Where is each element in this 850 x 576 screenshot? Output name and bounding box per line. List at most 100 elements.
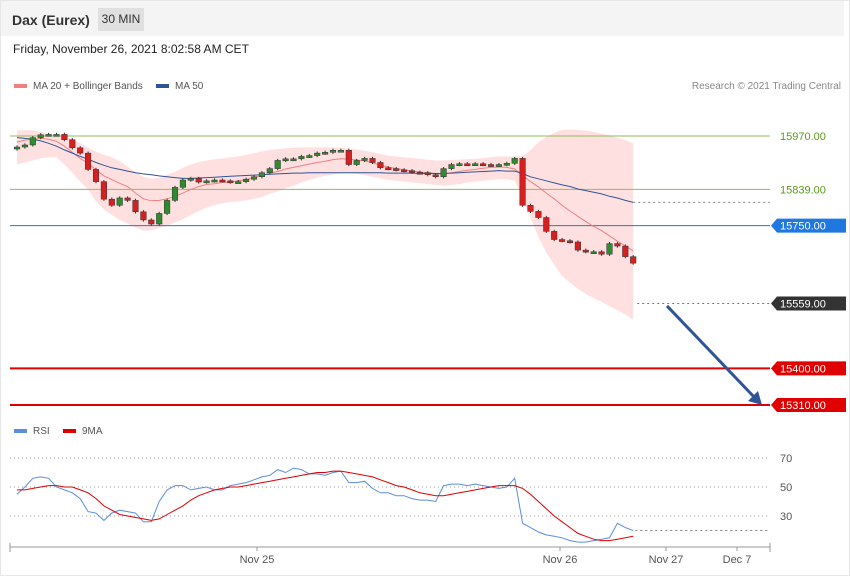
candle-body	[574, 241, 581, 251]
forecast-arrow-line	[665, 304, 758, 401]
rsi-legend-label: RSI	[33, 426, 50, 437]
candle-body	[314, 152, 321, 156]
candle-body	[156, 213, 163, 225]
candle-body	[559, 239, 566, 242]
candle-body	[622, 245, 629, 257]
interval-button[interactable]: 30 MIN	[98, 8, 144, 31]
candle-body	[361, 158, 368, 161]
candle-body	[203, 180, 210, 184]
candle-body	[393, 168, 400, 171]
candle-body	[322, 152, 329, 155]
candle-body	[266, 168, 273, 173]
candle-body	[243, 178, 250, 182]
candle-body	[85, 152, 92, 170]
candle-body	[211, 179, 218, 183]
credit-text: Research © 2021 Trading Central	[691, 81, 841, 92]
candle-body	[21, 144, 28, 148]
level-label-5: 15310.00	[780, 400, 826, 412]
candle-body	[69, 139, 76, 149]
candle-body	[535, 211, 542, 218]
candle-body	[480, 163, 487, 166]
candle-body	[495, 164, 502, 167]
candle-body	[385, 167, 392, 171]
price-legend-ma20: MA 20 + Bollinger Bands	[14, 81, 143, 92]
candle-body	[45, 134, 52, 137]
chart-header: Dax (Eurex) 30 MIN	[1, 1, 844, 36]
candle-body	[408, 170, 416, 173]
candle-body	[116, 197, 123, 206]
x-tick-label: Dec 7	[723, 554, 752, 566]
level-tag-5	[771, 398, 846, 412]
instrument-title: Dax (Eurex)	[12, 12, 90, 28]
level-tag-3	[771, 296, 846, 311]
candle-body	[503, 163, 510, 166]
candle-body	[92, 169, 100, 182]
candle-body	[164, 200, 171, 214]
candle-body	[606, 243, 613, 255]
candle-body	[29, 137, 36, 146]
candle-body	[487, 164, 495, 167]
candle-body	[306, 155, 313, 158]
candle-body	[582, 249, 589, 253]
level-label-2: 15750.00	[780, 221, 826, 233]
candle-body	[543, 217, 550, 232]
candle-body	[219, 179, 226, 183]
candle-body	[148, 219, 155, 225]
rsi-tick-label: 30	[780, 511, 792, 523]
candle-body	[440, 168, 447, 178]
level-label-0: 15970.00	[780, 131, 826, 143]
price-legend-ma50: MA 50	[156, 81, 203, 92]
candle-body	[345, 150, 352, 165]
candle-body	[614, 243, 621, 247]
candle-body	[187, 178, 194, 181]
candle-body	[100, 181, 107, 200]
rsi-ma-legend-label: 9MA	[82, 426, 103, 437]
x-tick-label: Nov 26	[543, 554, 578, 566]
bollinger-band-area	[17, 129, 634, 320]
candle-body	[337, 150, 344, 153]
level-tag-2	[771, 218, 846, 233]
ma20-line	[16, 137, 634, 252]
candle-body	[456, 163, 463, 166]
candle-body	[53, 134, 60, 137]
candle-body	[132, 200, 139, 213]
candle-body	[424, 172, 431, 175]
candle-body	[527, 205, 534, 212]
candle-body	[369, 158, 376, 163]
ma50-legend-label: MA 50	[175, 81, 204, 92]
candle-body	[432, 174, 439, 178]
candle-body	[37, 134, 44, 138]
level-label-3: 15559.00	[780, 299, 826, 311]
candle-body	[179, 179, 186, 188]
candle-body	[598, 251, 605, 255]
x-tick-label: Nov 27	[649, 554, 684, 566]
rsi-legend-9ma: 9MA	[63, 426, 103, 437]
candle-body	[274, 160, 281, 169]
candle-body	[566, 240, 574, 243]
candle-body	[377, 162, 384, 169]
candle-body	[227, 180, 234, 184]
level-label-4: 15400.00	[780, 363, 826, 375]
candle-body	[551, 231, 558, 240]
rsi-swatch	[14, 429, 27, 434]
level-label-1: 15839.00	[780, 184, 826, 196]
rsi-ma-line	[17, 470, 634, 542]
candle-body	[77, 147, 84, 154]
candle-body	[282, 158, 289, 162]
rsi-tick-label: 50	[780, 482, 792, 494]
candle-body	[630, 256, 637, 264]
candle-body	[472, 163, 479, 166]
rsi-ma-swatch	[63, 429, 76, 434]
rsi-line	[16, 467, 634, 543]
ma50-swatch	[156, 84, 169, 89]
candle-body	[124, 197, 131, 201]
candle-body	[448, 164, 455, 169]
level-tag-4	[771, 361, 846, 376]
candle-body	[519, 158, 526, 206]
candle-body	[511, 158, 518, 164]
candle-body	[13, 146, 21, 150]
ma20-swatch	[14, 84, 27, 89]
candle-body	[590, 251, 597, 255]
ma50-line	[16, 137, 634, 203]
